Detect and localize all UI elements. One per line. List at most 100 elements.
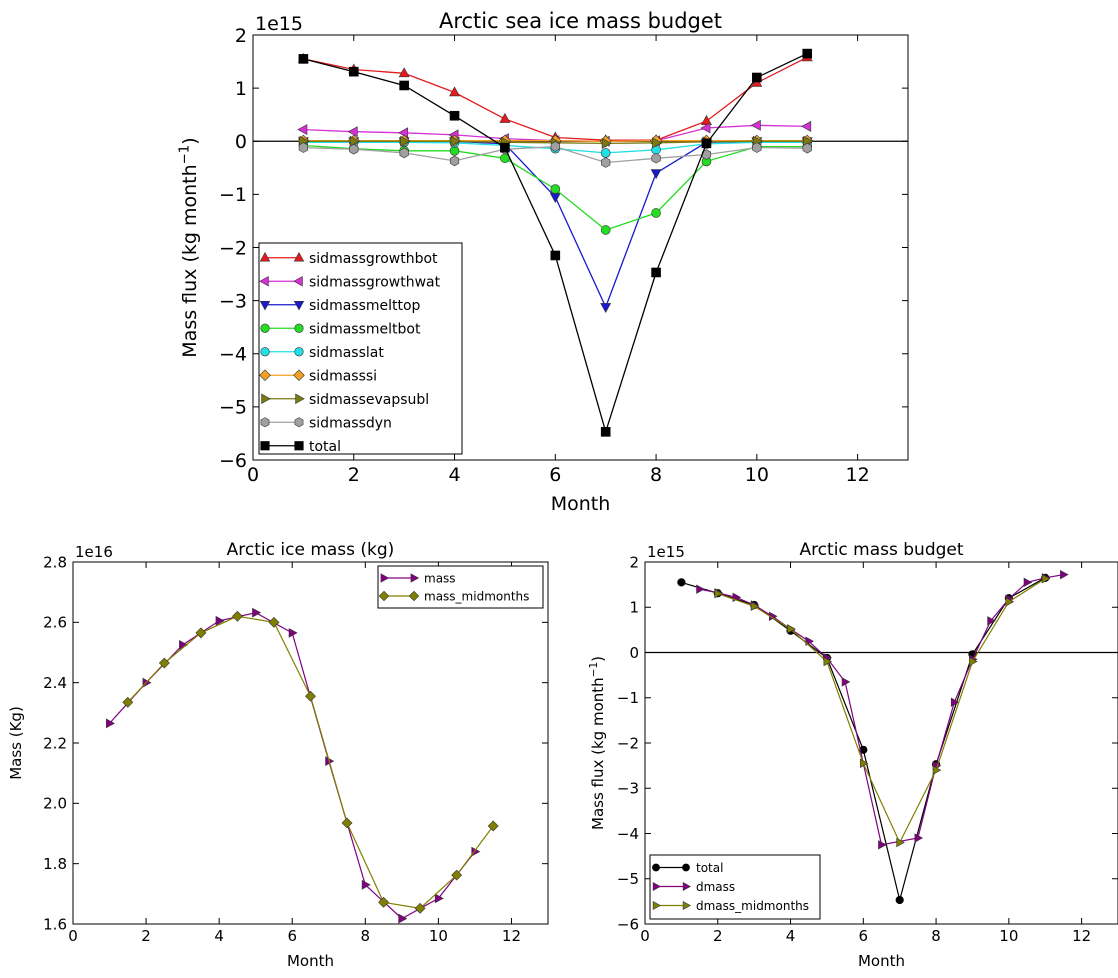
axis-offset-label: 1e16 bbox=[75, 543, 113, 561]
legend-marker bbox=[259, 369, 271, 382]
x-tick-label: 12 bbox=[502, 927, 521, 945]
data-point bbox=[677, 578, 686, 587]
series-line bbox=[303, 56, 808, 141]
legend-marker bbox=[380, 573, 390, 583]
series-line bbox=[717, 578, 1046, 844]
data-point bbox=[823, 656, 833, 667]
data-point bbox=[341, 817, 353, 829]
y-tick-label: 1.6 bbox=[43, 915, 67, 933]
data-point bbox=[414, 902, 426, 914]
data-point bbox=[750, 119, 761, 131]
data-point bbox=[106, 718, 115, 729]
legend-marker bbox=[294, 347, 304, 357]
data-point bbox=[600, 225, 611, 235]
data-point bbox=[787, 624, 796, 634]
series-sidmassmeltbot bbox=[298, 140, 813, 235]
y-tick-label: −4 bbox=[617, 825, 639, 843]
legend-label: sidmassmelttop bbox=[309, 298, 421, 314]
data-point bbox=[434, 893, 444, 904]
data-point bbox=[549, 193, 561, 204]
legend-marker bbox=[293, 369, 305, 382]
series-mass_midmonths bbox=[122, 610, 499, 914]
legend-marker bbox=[260, 417, 270, 428]
y-tick-label: 2.8 bbox=[43, 553, 67, 571]
data-point bbox=[399, 147, 409, 159]
data-point bbox=[1005, 597, 1015, 607]
legend-marker bbox=[294, 417, 304, 428]
data-point bbox=[896, 837, 905, 848]
legend-label: sidmasssi bbox=[309, 368, 377, 384]
data-point bbox=[1023, 577, 1033, 588]
x-tick-label: 12 bbox=[846, 464, 870, 486]
legend-marker bbox=[652, 901, 661, 910]
y-tick-label: −5 bbox=[617, 870, 639, 888]
series-sidmassgrowthbot bbox=[297, 51, 813, 145]
x-tick-label: 2 bbox=[713, 927, 723, 945]
x-tick-label: 2 bbox=[348, 464, 360, 486]
x-tick-label: 2 bbox=[141, 927, 151, 945]
data-point bbox=[1060, 569, 1069, 580]
data-point bbox=[859, 745, 868, 754]
x-tick-label: 4 bbox=[448, 464, 460, 486]
data-point bbox=[651, 208, 661, 218]
legend-marker bbox=[410, 573, 420, 583]
legend-marker bbox=[293, 276, 303, 287]
data-point bbox=[398, 913, 408, 924]
series-line bbox=[127, 615, 494, 909]
x-tick-label: 0 bbox=[68, 927, 78, 945]
legend-marker bbox=[682, 863, 690, 872]
y-axis-label: Mass flux (kg month−1) bbox=[588, 656, 607, 830]
chart-2: 0 2 4 6 8 10 12 1.6 1.8 2.0 2.2 2.4 2.6 2.8 Arctic ice… bbox=[7, 540, 549, 970]
y-tick-label: −4 bbox=[219, 344, 247, 366]
x-tick-label: 6 bbox=[859, 927, 869, 945]
series-line bbox=[681, 577, 1046, 901]
data-point bbox=[450, 135, 461, 147]
data-point bbox=[487, 820, 499, 832]
x-axis-label: Month bbox=[551, 493, 611, 515]
x-tick-label: 0 bbox=[640, 927, 650, 945]
y-tick-label: −3 bbox=[617, 780, 639, 798]
legend-marker bbox=[652, 882, 661, 891]
chart-title: Arctic mass budget bbox=[799, 540, 963, 560]
y-tick-label: 2 bbox=[629, 553, 639, 571]
legend-label: mass_midmonths bbox=[424, 589, 529, 603]
data-point bbox=[651, 267, 661, 278]
data-point bbox=[950, 697, 960, 707]
legend-marker bbox=[682, 901, 691, 910]
y-tick-label: 2 bbox=[235, 25, 247, 47]
axis-offset-label: 1e15 bbox=[255, 13, 303, 35]
y-tick-label: 1 bbox=[629, 599, 639, 617]
y-tick-label: −2 bbox=[617, 734, 639, 752]
legend-box bbox=[258, 242, 463, 455]
y-tick-label: −6 bbox=[617, 915, 639, 933]
legend: total dmass dmass_midmonths bbox=[649, 854, 821, 920]
series-dmass_midmonths bbox=[714, 574, 1051, 848]
data-point bbox=[195, 627, 207, 639]
series-total bbox=[298, 48, 813, 437]
data-point bbox=[650, 169, 662, 180]
y-tick-label: 2.6 bbox=[43, 614, 67, 632]
x-tick-label: 8 bbox=[931, 927, 941, 945]
x-tick-label: 6 bbox=[549, 464, 561, 486]
legend-label: sidmasslat bbox=[309, 345, 384, 361]
data-point bbox=[298, 54, 309, 64]
data-point bbox=[701, 138, 712, 149]
data-point bbox=[550, 141, 560, 152]
axis-offset-label: 1e15 bbox=[647, 543, 685, 561]
y-tick-label: −1 bbox=[617, 689, 639, 707]
data-point bbox=[805, 636, 814, 646]
data-point bbox=[398, 67, 410, 78]
series-dmass bbox=[696, 569, 1069, 850]
plot-area bbox=[72, 561, 549, 925]
legend-marker bbox=[652, 863, 660, 872]
y-tick-label: 2.0 bbox=[43, 795, 67, 813]
y-axis-label: Mass (Kg) bbox=[7, 706, 25, 780]
legend-marker bbox=[259, 301, 271, 311]
data-point bbox=[752, 72, 762, 83]
x-tick-label: 8 bbox=[361, 927, 371, 945]
data-point bbox=[652, 137, 663, 149]
plot-area bbox=[252, 34, 909, 461]
